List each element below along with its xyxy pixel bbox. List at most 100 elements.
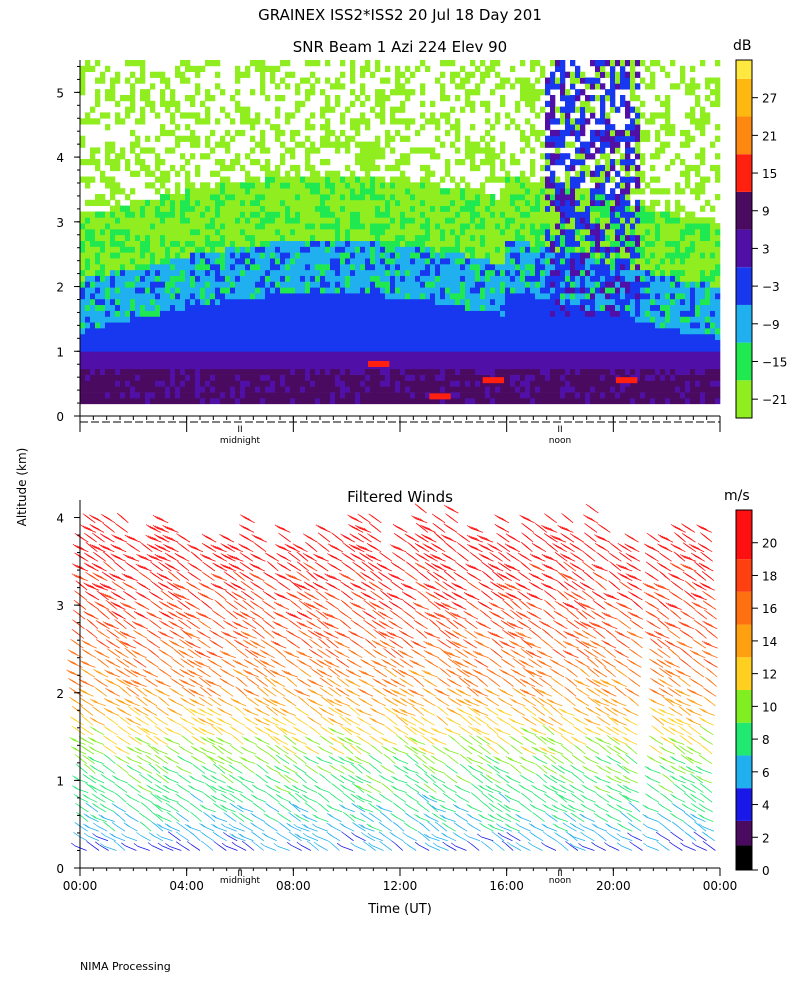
snr-cell: [285, 316, 291, 323]
snr-cell: [395, 246, 401, 253]
snr-cell: [155, 234, 161, 242]
snr-cell: [255, 176, 261, 183]
snr-cell: [510, 240, 516, 247]
snr-cell: [310, 298, 316, 306]
snr-cell: [300, 380, 306, 387]
snr-cell: [260, 374, 266, 381]
snr-cell: [180, 392, 186, 399]
snr-cell: [530, 316, 536, 323]
snr-cell: [200, 182, 206, 189]
snr-cell: [245, 188, 251, 195]
snr-cell: [520, 205, 526, 212]
snr-cell: [300, 141, 306, 148]
snr-cell: [480, 228, 486, 236]
snr-cell: [535, 252, 541, 259]
snr-cell: [245, 386, 251, 393]
snr-cell: [365, 65, 371, 73]
snr-cell: [590, 310, 596, 317]
snr-cell: [280, 141, 286, 148]
snr-cell: [270, 170, 276, 177]
snr-cell: [360, 159, 366, 166]
snr-cell: [265, 269, 271, 276]
snr-cell: [170, 374, 176, 381]
snr-cell: [550, 252, 556, 259]
snr-cell: [275, 95, 281, 102]
snr-cell: [330, 199, 336, 207]
snr-cell: [350, 304, 356, 311]
snr-cell: [220, 362, 226, 370]
snr-cell: [140, 164, 146, 172]
snr-cell: [270, 374, 276, 381]
snr-cell: [260, 141, 266, 148]
snr-cell: [505, 328, 511, 335]
snr-cell: [465, 89, 471, 96]
snr-cell: [80, 357, 86, 364]
snr-cell: [475, 228, 481, 236]
snr-cell: [285, 345, 291, 352]
snr-cell: [510, 263, 516, 271]
snr-cell: [80, 217, 86, 224]
snr-cell: [360, 368, 366, 375]
snr-cell: [225, 316, 231, 323]
snr-cell: [210, 293, 216, 300]
snr-cell: [410, 252, 416, 259]
snr-cell: [235, 380, 241, 387]
snr-cell: [430, 211, 436, 218]
snr-cell: [585, 164, 591, 172]
snr-cell: [245, 217, 251, 224]
snr-cell: [495, 380, 501, 387]
snr-cell: [550, 246, 556, 253]
snr-cell: [345, 351, 351, 358]
snr-cell: [215, 83, 221, 90]
snr-cell: [615, 217, 621, 224]
snr-cell: [610, 95, 616, 102]
snr-cell: [455, 240, 461, 247]
snr-cell: [80, 223, 86, 230]
snr-cell: [240, 182, 246, 189]
snr-cell: [355, 263, 361, 271]
snr-cell: [580, 339, 586, 346]
snr-cell: [535, 217, 541, 224]
snr-cell: [305, 153, 311, 160]
snr-cell: [105, 228, 111, 236]
snr-cell: [135, 397, 141, 405]
snr-cell: [90, 281, 96, 288]
snr-cell: [395, 217, 401, 224]
snr-cell: [570, 234, 576, 242]
snr-cell: [150, 205, 156, 212]
snr-cell: [475, 246, 481, 253]
snr-cell: [130, 310, 136, 317]
snr-cell: [205, 275, 211, 282]
snr-cell: [345, 176, 351, 183]
snr-cell: [200, 386, 206, 393]
snr-cell: [570, 357, 576, 364]
snr-cell: [485, 246, 491, 253]
snr-cell: [245, 397, 251, 405]
snr-cell: [530, 310, 536, 317]
snr-cell: [360, 304, 366, 311]
snr-cell: [135, 159, 141, 166]
snr-cell: [500, 339, 506, 346]
snr-cell: [360, 176, 366, 183]
snr-cell: [325, 95, 331, 102]
snr-cell: [230, 345, 236, 352]
snr-cell: [80, 281, 86, 288]
snr-cell: [195, 71, 201, 78]
snr-cell: [200, 217, 206, 224]
snr-cell: [415, 368, 421, 375]
snr-cell: [340, 199, 346, 207]
snr-cell: [235, 269, 241, 276]
snr-cell: [135, 333, 141, 341]
snr-cell: [605, 263, 611, 271]
snr-cell: [610, 228, 616, 236]
snr-cell: [115, 269, 121, 276]
snr-cell: [235, 316, 241, 323]
snr-cell: [585, 118, 591, 125]
snr-cell: [405, 176, 411, 183]
snr-cell: [540, 176, 546, 183]
snr-cell: [485, 351, 491, 358]
snr-cell: [85, 386, 91, 393]
snr-cell: [255, 380, 261, 387]
snr-cell: [120, 374, 126, 381]
snr-cell: [325, 159, 331, 166]
